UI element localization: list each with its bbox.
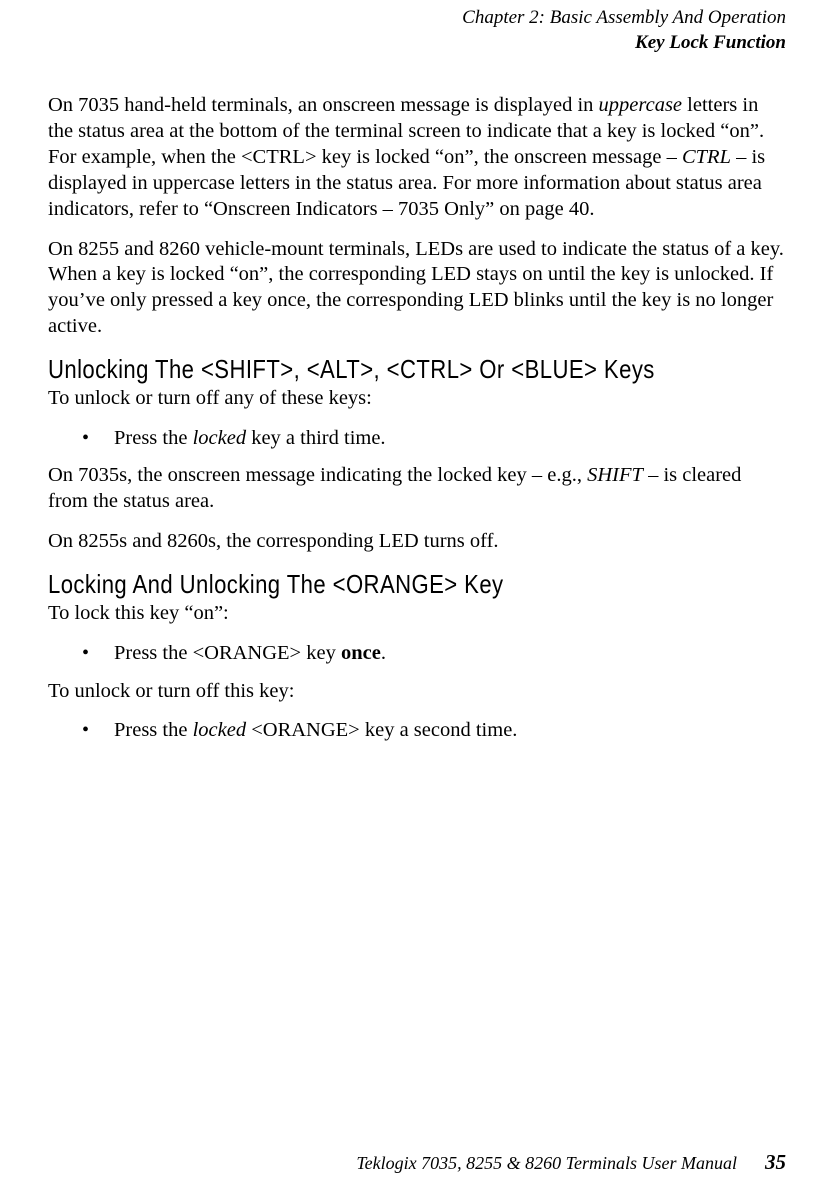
paragraph-1: On 7035 hand-held terminals, an onscreen… — [48, 93, 786, 222]
list-item: Press the locked key a third time. — [48, 426, 786, 452]
paragraph-7: To unlock or turn off this key: — [48, 679, 786, 705]
bullet-list-1: Press the locked key a third time. — [48, 426, 786, 452]
paragraph-4: On 7035s, the onscreen message indicatin… — [48, 463, 786, 515]
footer-page-number: 35 — [765, 1150, 786, 1174]
page-header: Chapter 2: Basic Assembly And Operation … — [48, 6, 786, 55]
heading-orange-key: Locking And Unlocking The <ORANGE> Key — [48, 569, 675, 600]
bullet-list-2: Press the <ORANGE> key once. — [48, 641, 786, 667]
header-section: Key Lock Function — [48, 31, 786, 56]
page-footer: Teklogix 7035, 8255 & 8260 Terminals Use… — [356, 1150, 786, 1175]
bullet-list-3: Press the locked <ORANGE> key a second t… — [48, 718, 786, 744]
paragraph-6: To lock this key “on”: — [48, 601, 786, 627]
paragraph-5: On 8255s and 8260s, the corresponding LE… — [48, 529, 786, 555]
paragraph-2: On 8255 and 8260 vehicle-mount terminals… — [48, 237, 786, 340]
list-item: Press the <ORANGE> key once. — [48, 641, 786, 667]
page-container: Chapter 2: Basic Assembly And Operation … — [0, 0, 834, 1197]
list-item: Press the locked <ORANGE> key a second t… — [48, 718, 786, 744]
footer-title: Teklogix 7035, 8255 & 8260 Terminals Use… — [356, 1153, 737, 1173]
heading-unlocking-keys: Unlocking The <SHIFT>, <ALT>, <CTRL> Or … — [48, 354, 675, 385]
paragraph-3: To unlock or turn off any of these keys: — [48, 386, 786, 412]
header-chapter: Chapter 2: Basic Assembly And Operation — [48, 6, 786, 31]
